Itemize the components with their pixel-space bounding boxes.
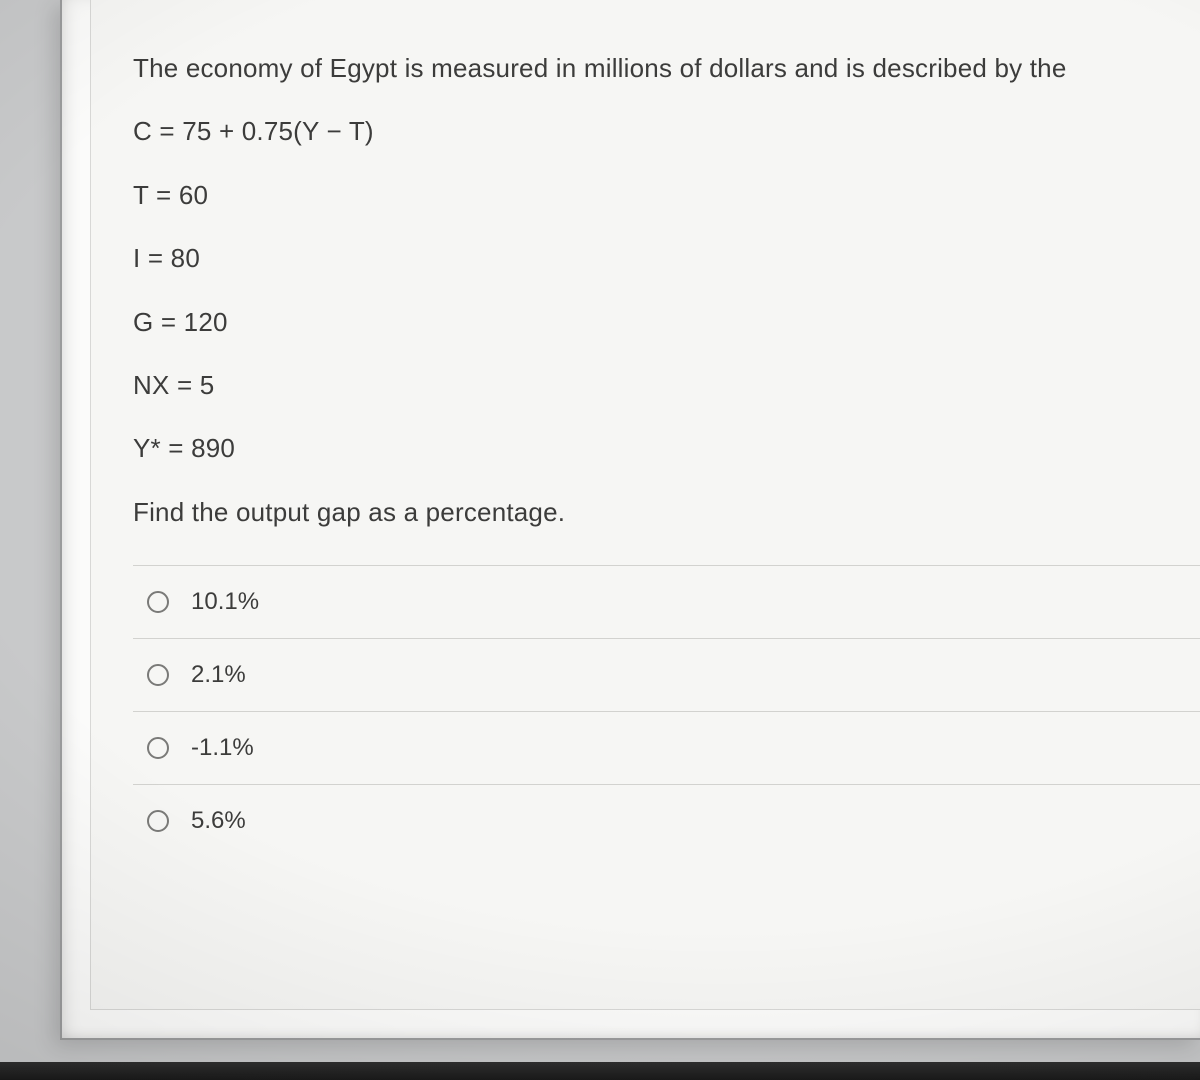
option-label: -1.1%	[191, 734, 254, 762]
question-card: The economy of Egypt is measured in mill…	[90, 0, 1200, 1010]
question-line: Y* = 890	[133, 424, 1200, 473]
radio-icon[interactable]	[147, 737, 169, 759]
option-row[interactable]: 5.6%	[133, 785, 1200, 857]
option-row[interactable]: 2.1%	[133, 639, 1200, 712]
question-line: I = 80	[133, 234, 1200, 283]
radio-icon[interactable]	[147, 591, 169, 613]
question-line: C = 75 + 0.75(Y − T)	[133, 107, 1200, 156]
question-line: NX = 5	[133, 361, 1200, 410]
question-line: T = 60	[133, 171, 1200, 220]
option-label: 5.6%	[191, 807, 246, 835]
option-label: 2.1%	[191, 661, 246, 689]
option-label: 10.1%	[191, 588, 259, 616]
option-row[interactable]: -1.1%	[133, 712, 1200, 785]
radio-icon[interactable]	[147, 810, 169, 832]
page-surface: The economy of Egypt is measured in mill…	[60, 0, 1200, 1040]
radio-icon[interactable]	[147, 664, 169, 686]
question-line: Find the output gap as a percentage.	[133, 488, 1200, 537]
taskbar-edge	[0, 1062, 1200, 1080]
question-line: G = 120	[133, 298, 1200, 347]
answer-options: 10.1% 2.1% -1.1% 5.6%	[133, 565, 1200, 857]
question-line: The economy of Egypt is measured in mill…	[133, 44, 1200, 93]
option-row[interactable]: 10.1%	[133, 566, 1200, 639]
question-text: The economy of Egypt is measured in mill…	[133, 44, 1200, 537]
